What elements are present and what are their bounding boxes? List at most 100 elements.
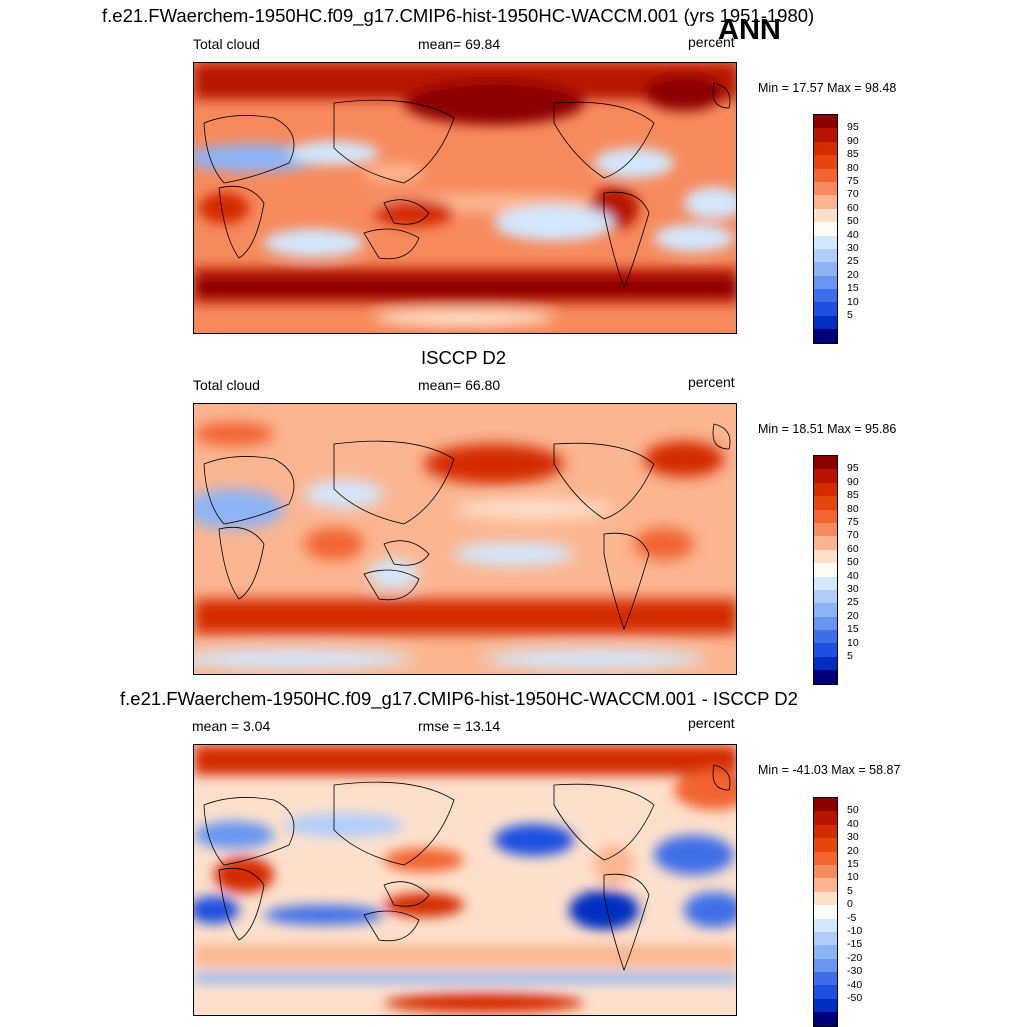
colorbar-swatch bbox=[814, 509, 837, 523]
colorbar-tick-label: 30 bbox=[847, 242, 859, 254]
colorbar-tick-label: 5 bbox=[847, 309, 853, 321]
colorbar-tick-label: 20 bbox=[847, 609, 859, 622]
colorbar-swatch bbox=[814, 878, 837, 892]
colorbar-tick-label: 85 bbox=[847, 148, 859, 161]
colorbar-tick-label: 40 bbox=[847, 817, 859, 830]
colorbar-tick-label: 10 bbox=[847, 871, 859, 884]
colorbar-swatch bbox=[814, 536, 837, 550]
colorbar-tick-label: 25 bbox=[847, 255, 859, 268]
colorbar-tick-label: 5 bbox=[847, 650, 853, 662]
colorbar-tick-label: 40 bbox=[847, 228, 859, 241]
colorbar-swatch bbox=[814, 181, 837, 196]
season-label: ANN bbox=[718, 14, 781, 46]
colorbar-swatch bbox=[814, 643, 837, 657]
colorbar-tick-label: 0 bbox=[847, 898, 853, 911]
colorbar-swatch bbox=[814, 168, 837, 182]
panel-3-map bbox=[193, 744, 737, 1016]
panel-3-units-label: percent bbox=[688, 715, 735, 731]
colorbar-tick-label: 85 bbox=[847, 489, 859, 502]
panel-2-title: ISCCP D2 bbox=[421, 347, 506, 368]
colorbar-tick-label: 15 bbox=[847, 623, 859, 636]
colorbar-tick-label: 50 bbox=[847, 556, 859, 569]
colorbar-swatch bbox=[814, 222, 837, 236]
colorbar-swatch bbox=[814, 998, 837, 1013]
colorbar-tick-label: 25 bbox=[847, 596, 859, 609]
panel-2-contour-field bbox=[194, 404, 736, 674]
colorbar-tick-label: 40 bbox=[847, 569, 859, 582]
panel-1-contour-field bbox=[194, 63, 736, 333]
colorbar-swatch bbox=[814, 115, 837, 129]
colorbar-tick-label: 70 bbox=[847, 188, 859, 201]
panel-3-rmse-label: rmse = 13.14 bbox=[418, 718, 501, 734]
panel-1-coastlines bbox=[203, 82, 731, 290]
colorbar-swatch bbox=[814, 302, 837, 316]
colorbar-tick-label: 20 bbox=[847, 844, 859, 857]
panel-1-units-label: percent bbox=[688, 34, 735, 50]
colorbar-swatch bbox=[814, 496, 837, 510]
colorbar-tick-label: -50 bbox=[847, 992, 863, 1004]
colorbar-swatch bbox=[814, 838, 837, 852]
colorbar-tick-label: 95 bbox=[847, 462, 859, 475]
panel-2-units-label: percent bbox=[688, 374, 735, 390]
colorbar-swatch bbox=[814, 824, 837, 839]
panel-2-mean-label: mean= 66.80 bbox=[418, 377, 501, 393]
colorbar-tick-label: 15 bbox=[847, 858, 859, 870]
colorbar-tick-label: 20 bbox=[847, 268, 859, 281]
figure-title: f.e21.FWaerchem-1950HC.f09_g17.CMIP6-his… bbox=[102, 5, 815, 26]
colorbar-tick-label: 15 bbox=[847, 282, 859, 295]
panel-2-variable-label: Total cloud bbox=[193, 377, 260, 393]
colorbar-tick-label: 95 bbox=[847, 121, 859, 134]
colorbar-swatch bbox=[814, 985, 837, 999]
colorbar-tick-label: 10 bbox=[847, 636, 859, 649]
colorbar-swatch bbox=[814, 576, 837, 590]
colorbar-tick-label: 60 bbox=[847, 542, 859, 555]
colorbar-swatch bbox=[814, 329, 837, 343]
colorbar-swatch bbox=[814, 275, 837, 290]
panel-3-contour-field bbox=[194, 745, 736, 1015]
colorbar-tick-label: 10 bbox=[847, 295, 859, 308]
panel-2-map bbox=[193, 403, 737, 675]
colorbar-tick-label: -30 bbox=[847, 965, 863, 978]
panel-2-min-max: Min = 18.51 Max = 95.86 bbox=[758, 422, 897, 436]
colorbar-swatch bbox=[814, 235, 837, 249]
colorbar-tick-label: 70 bbox=[847, 529, 859, 542]
colorbar-tick-label: 75 bbox=[847, 175, 859, 187]
panel-2-colorbar-swatches bbox=[813, 455, 838, 685]
colorbar-swatch bbox=[814, 289, 837, 303]
colorbar-tick-label: 60 bbox=[847, 201, 859, 214]
colorbar-swatch bbox=[814, 315, 837, 330]
colorbar-tick-label: 30 bbox=[847, 831, 859, 844]
colorbar-swatch bbox=[814, 616, 837, 631]
colorbar-swatch bbox=[814, 958, 837, 973]
colorbar-swatch bbox=[814, 891, 837, 906]
panel-3-min-max: Min = -41.03 Max = 58.87 bbox=[758, 763, 901, 777]
colorbar-tick-label: -20 bbox=[847, 951, 863, 964]
colorbar-tick-label: -15 bbox=[847, 938, 863, 951]
panel-3-colorbar-swatches bbox=[813, 797, 838, 1027]
colorbar-tick-label: 50 bbox=[847, 215, 859, 228]
colorbar-swatch bbox=[814, 141, 837, 156]
colorbar-swatch bbox=[814, 811, 837, 825]
colorbar-swatch bbox=[814, 603, 837, 617]
panel-1-colorbar-swatches bbox=[813, 114, 838, 344]
colorbar-swatch bbox=[814, 656, 837, 671]
colorbar-swatch bbox=[814, 155, 837, 169]
colorbar-swatch bbox=[814, 670, 837, 684]
colorbar-swatch bbox=[814, 522, 837, 537]
colorbar-swatch bbox=[814, 851, 837, 865]
colorbar-swatch bbox=[814, 195, 837, 209]
colorbar-tick-label: 80 bbox=[847, 502, 859, 515]
colorbar-tick-label: 90 bbox=[847, 134, 859, 147]
colorbar-swatch bbox=[814, 630, 837, 644]
panel-2-coastlines bbox=[203, 423, 731, 631]
colorbar-swatch bbox=[814, 945, 837, 959]
panel-1-variable-label: Total cloud bbox=[193, 36, 260, 52]
colorbar-swatch bbox=[814, 549, 837, 564]
colorbar-swatch bbox=[814, 262, 837, 276]
colorbar-swatch bbox=[814, 456, 837, 470]
colorbar-tick-label: -5 bbox=[847, 911, 857, 924]
colorbar-tick-label: 5 bbox=[847, 884, 853, 897]
colorbar-swatch bbox=[814, 563, 837, 577]
colorbar-swatch bbox=[814, 798, 837, 812]
colorbar-swatch bbox=[814, 248, 837, 263]
